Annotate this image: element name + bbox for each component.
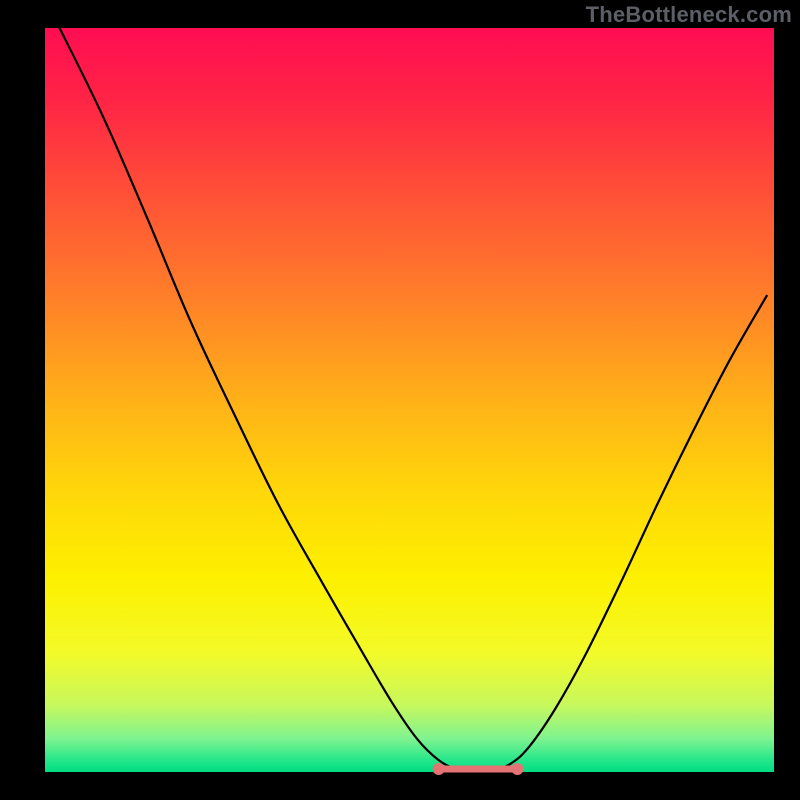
highlight-dot-left [433,763,445,775]
plot-background [45,28,774,772]
bottleneck-chart [0,0,800,800]
chart-frame: TheBottleneck.com [0,0,800,800]
highlight-dot-right [511,763,523,775]
watermark-label: TheBottleneck.com [586,2,792,28]
